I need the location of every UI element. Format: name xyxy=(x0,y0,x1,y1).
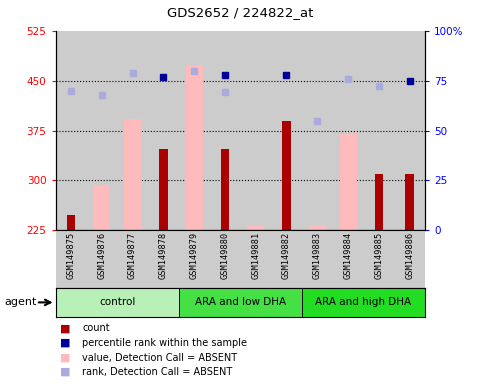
Text: GSM149885: GSM149885 xyxy=(374,232,384,279)
Text: agent: agent xyxy=(5,297,37,308)
Text: GSM149883: GSM149883 xyxy=(313,232,322,279)
Text: ■: ■ xyxy=(60,338,71,348)
Text: GSM149879: GSM149879 xyxy=(190,232,199,279)
Text: ■: ■ xyxy=(60,367,71,377)
Text: GSM149882: GSM149882 xyxy=(282,232,291,279)
Text: GSM149884: GSM149884 xyxy=(343,232,353,279)
Bar xyxy=(405,174,414,230)
Bar xyxy=(247,225,264,230)
Text: control: control xyxy=(99,297,135,308)
Text: ARA and high DHA: ARA and high DHA xyxy=(315,297,412,308)
Text: ■: ■ xyxy=(60,323,71,333)
Bar xyxy=(56,288,179,317)
Text: GSM149881: GSM149881 xyxy=(251,232,260,279)
Bar xyxy=(159,149,168,230)
Bar xyxy=(374,174,383,230)
Text: ARA and low DHA: ARA and low DHA xyxy=(195,297,286,308)
Text: value, Detection Call = ABSENT: value, Detection Call = ABSENT xyxy=(82,353,237,362)
Text: percentile rank within the sample: percentile rank within the sample xyxy=(82,338,247,348)
Text: count: count xyxy=(82,323,110,333)
Bar xyxy=(221,149,229,230)
Bar xyxy=(67,215,75,230)
Text: GDS2652 / 224822_at: GDS2652 / 224822_at xyxy=(167,6,313,19)
Text: GSM149876: GSM149876 xyxy=(97,232,106,279)
Text: GSM149875: GSM149875 xyxy=(67,232,75,279)
Bar xyxy=(282,121,291,230)
Bar xyxy=(340,134,356,230)
Text: rank, Detection Call = ABSENT: rank, Detection Call = ABSENT xyxy=(82,367,232,377)
Text: GSM149886: GSM149886 xyxy=(405,232,414,279)
Text: GSM149877: GSM149877 xyxy=(128,232,137,279)
Bar xyxy=(124,119,141,230)
Bar xyxy=(93,185,110,230)
Bar xyxy=(309,225,326,230)
Bar xyxy=(302,288,425,317)
Text: ■: ■ xyxy=(60,353,71,362)
Bar xyxy=(185,65,202,230)
Text: GSM149878: GSM149878 xyxy=(159,232,168,279)
Bar xyxy=(179,288,302,317)
Text: GSM149880: GSM149880 xyxy=(220,232,229,279)
